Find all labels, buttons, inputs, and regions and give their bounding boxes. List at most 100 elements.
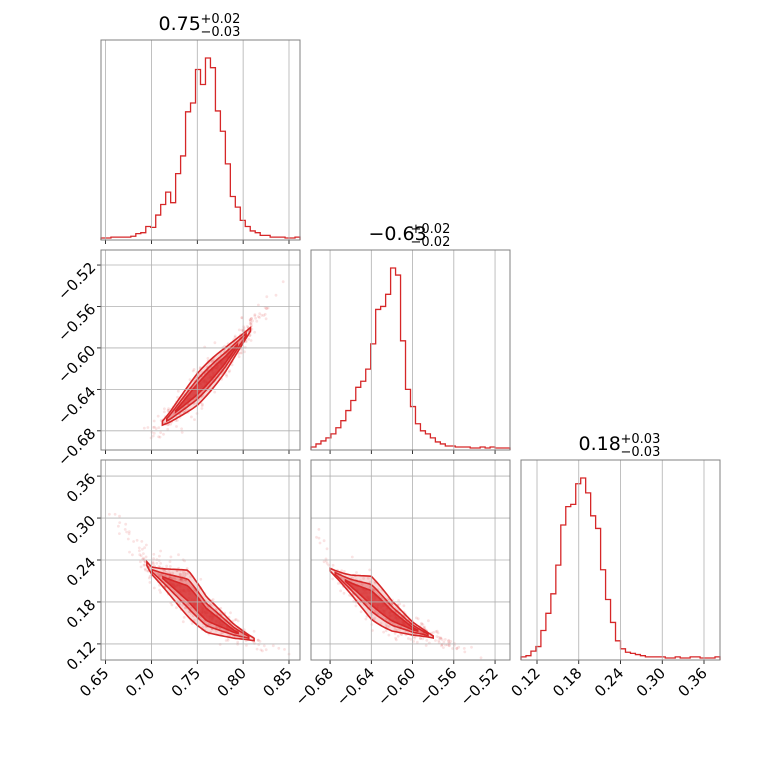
sample-point xyxy=(184,606,187,610)
sample-point xyxy=(184,408,188,412)
sample-point xyxy=(154,427,158,430)
sample-point xyxy=(152,552,156,556)
x-tick-label: 0.12 xyxy=(507,664,543,700)
sample-point xyxy=(264,307,268,310)
sample-point xyxy=(176,419,179,422)
param-title-median: −0.63 xyxy=(369,223,427,245)
x-tick-label: 0.24 xyxy=(591,664,627,700)
x-tick-label: 0.70 xyxy=(122,664,158,700)
x-tick-label: 0.18 xyxy=(549,664,585,700)
sample-point xyxy=(394,636,397,640)
sample-point xyxy=(236,619,240,623)
y-tick-label: −0.60 xyxy=(54,342,99,387)
sample-point xyxy=(382,630,385,634)
sample-point xyxy=(322,560,326,564)
histogram-panel-1 xyxy=(310,267,511,450)
sample-point xyxy=(258,312,262,315)
histogram-step-line xyxy=(100,57,301,240)
sample-point xyxy=(257,303,260,307)
sample-point xyxy=(226,638,230,642)
sample-point xyxy=(440,638,444,641)
sample-point xyxy=(182,616,186,619)
sample-point xyxy=(156,414,160,418)
sample-point xyxy=(387,633,391,637)
sample-point xyxy=(214,607,218,611)
sample-point xyxy=(436,631,440,635)
sample-point xyxy=(420,622,424,626)
sample-point xyxy=(228,369,232,373)
sample-point xyxy=(360,582,364,586)
sample-point xyxy=(189,575,192,578)
sample-point xyxy=(152,586,156,590)
sample-point xyxy=(435,635,439,638)
sample-point xyxy=(435,629,439,633)
sample-point xyxy=(447,643,451,647)
x-tick-label: −0.64 xyxy=(333,664,378,709)
sample-point xyxy=(132,540,136,543)
sample-point xyxy=(387,625,391,628)
sample-point xyxy=(224,639,228,642)
sample-point xyxy=(143,563,147,567)
sample-point xyxy=(158,435,162,439)
sample-point xyxy=(413,636,416,640)
sample-point xyxy=(218,643,222,646)
sample-point xyxy=(181,603,185,607)
sample-point xyxy=(233,618,237,622)
sample-point xyxy=(384,629,388,633)
x-tick-label: −0.68 xyxy=(292,664,337,709)
x-tick-label: −0.60 xyxy=(374,664,419,709)
sample-point xyxy=(470,645,473,649)
sample-point xyxy=(148,574,152,578)
param-title-minus: −0.03 xyxy=(621,445,661,460)
sample-point xyxy=(185,567,189,570)
sample-point xyxy=(350,555,354,559)
sample-point xyxy=(420,621,423,625)
sample-point xyxy=(250,317,253,320)
sample-point xyxy=(384,623,388,627)
sample-point xyxy=(192,368,196,371)
x-tick-label: 0.36 xyxy=(674,664,710,700)
sample-point xyxy=(180,431,184,434)
sample-point xyxy=(193,418,196,421)
sample-point xyxy=(143,560,147,564)
sample-point xyxy=(240,316,244,320)
sample-point xyxy=(179,578,183,582)
sample-point xyxy=(233,336,237,339)
scatter-panel-2 xyxy=(315,528,483,660)
sample-point xyxy=(322,539,326,543)
sample-point xyxy=(262,314,266,317)
sample-point xyxy=(245,644,248,647)
sample-point xyxy=(142,563,146,567)
param-title-plus: +0.02 xyxy=(201,12,241,27)
sample-point xyxy=(240,348,244,352)
sample-point xyxy=(373,616,377,620)
sample-point xyxy=(259,648,263,652)
sample-point xyxy=(124,522,128,526)
sample-point xyxy=(180,427,184,431)
sample-point xyxy=(142,552,145,555)
sample-point xyxy=(152,419,156,423)
sample-point xyxy=(455,646,459,650)
sample-point xyxy=(437,641,441,644)
sample-point xyxy=(368,568,372,572)
sample-point xyxy=(152,426,155,429)
sample-point xyxy=(479,656,483,660)
sample-point xyxy=(370,623,374,626)
sample-point xyxy=(254,316,257,320)
sample-point xyxy=(248,322,252,325)
sample-point xyxy=(127,532,131,536)
sample-point xyxy=(180,579,184,583)
sample-point xyxy=(143,567,147,571)
sample-point xyxy=(157,426,161,429)
sample-point xyxy=(146,569,150,573)
sample-point xyxy=(177,553,180,557)
sample-point xyxy=(178,602,182,606)
sample-point xyxy=(407,637,410,640)
sample-point xyxy=(251,319,255,323)
sample-point xyxy=(249,322,253,326)
sample-point xyxy=(397,599,400,602)
sample-point xyxy=(396,634,400,638)
panel-frame xyxy=(100,459,301,661)
sample-point xyxy=(274,293,278,297)
x-tick-label: 0.85 xyxy=(259,664,295,700)
